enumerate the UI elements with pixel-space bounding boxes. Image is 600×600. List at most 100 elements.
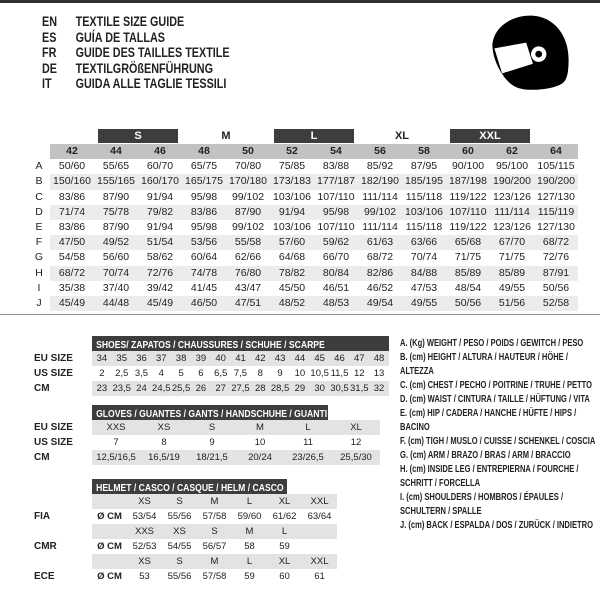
size-cell: 51/56 [490, 296, 534, 312]
size-cell: 49/55 [402, 296, 446, 312]
size-row: J 45/49 44/48 45/49 46/50 47/51 48/52 48/53 49/5… [28, 296, 578, 312]
size-column-header: 42 [50, 144, 94, 160]
size-cell: 190/200 [534, 174, 578, 190]
size-column-header: 50 [226, 144, 270, 160]
value-cell: L [246, 496, 253, 507]
size-cell: 48/54 [454, 281, 482, 294]
size-columns-row: 42 44 46 48 50 52 54 56 58 60 62 64 [28, 144, 578, 160]
shoes-title: SHOES/ ZAPATOS / CHAUSSURES / SCHUHE / S… [96, 339, 325, 351]
value-cell: 30,5 [330, 383, 349, 394]
language-code: EN [42, 14, 58, 29]
helmet-title: HELMET / CASCO / CASQUE / HELM / CASCO [96, 482, 284, 494]
size-column-header: 60 [446, 144, 490, 160]
row-label: D [28, 204, 50, 221]
value-cell: 10 [294, 368, 306, 379]
value-cell: 9 [209, 437, 215, 448]
size-cell: 78/82 [270, 265, 314, 281]
gloves-table: GLOVES / GUANTES / GANTS / HANDSCHUHE / … [30, 405, 380, 465]
value-cell: 3,5 [134, 368, 149, 379]
row-label: C [28, 189, 50, 205]
value-cell: 16,5/19 [148, 452, 180, 463]
size-cell: 48/53 [314, 296, 358, 312]
page-title: GUIDE DES TAILLES TEXTILE [75, 45, 230, 61]
row-label: J [28, 296, 50, 312]
table-row: CM 23 23,5 24 24,5 25,5 26 27 27,5 28 28,5 29 30 30,5… [30, 381, 389, 396]
value-cell: 10,5 [310, 368, 329, 379]
legend-item: J. (cm) BACK / ESPALDA / DOS / ZURÜCK / … [400, 520, 593, 531]
size-cell: 58/62 [146, 251, 174, 264]
value-cell: XS [138, 556, 151, 567]
value-cell: 23,5 [112, 383, 131, 394]
value-cell: 60 [279, 571, 290, 582]
value-cell: 61/62 [272, 511, 297, 522]
row-cells: Ø CM 52/53 54/55 56/57 58 59 [92, 539, 337, 554]
table-row: CM 12,5/16,5 16,5/19 18/21,5 20/24 23/26,5 25,… [30, 450, 380, 465]
size-column-header: 52 [270, 144, 314, 160]
value-cell: S [211, 526, 218, 537]
size-cell: 60/64 [190, 251, 218, 264]
size-group-l: L [270, 127, 358, 144]
row-label [30, 494, 92, 509]
gloves-title-bar: GLOVES / GUANTES / GANTS / HANDSCHUHE / … [92, 405, 328, 420]
row-label: I [28, 280, 50, 297]
row-cells: Ø CM 53/54 55/56 57/58 59/60 61/62 63/64 [92, 509, 337, 524]
value-cell [302, 524, 337, 539]
size-cell: 66/70 [322, 251, 350, 264]
row-cells: Ø CM 53 55/56 57/58 59 60 61 [92, 569, 337, 584]
size-cell: 83/86 [58, 190, 86, 203]
size-cell: 85/89 [490, 265, 534, 281]
legend-item: B. (cm) HEIGHT / ALTURA / HAUTEUR / HÖHE… [400, 352, 568, 377]
size-group-spacer [50, 127, 94, 144]
size-cell: 70/74 [410, 251, 438, 264]
value-cell: 29 [294, 383, 306, 394]
value-cell: L [305, 422, 311, 433]
language-row: EN TEXTILE SIZE GUIDE [42, 14, 230, 30]
row-label: A [28, 159, 50, 175]
row-label: EU SIZE [34, 422, 73, 433]
value-cell: 57/58 [202, 571, 227, 582]
value-cell: 41 [235, 353, 246, 364]
size-cell: 160/170 [138, 174, 182, 190]
legend-item: H. (cm) INSIDE LEG / ENTREPIERNA / FOURC… [400, 464, 579, 489]
row-cells: 34 35 36 37 38 39 40 41 42 43 44 45 46 47 48 [92, 351, 389, 366]
value-cell: 8 [257, 368, 263, 379]
size-group-label: XL [394, 129, 410, 142]
language-row: ES GUÍA DE TALLAS [42, 30, 230, 46]
value-cell: 24,5 [152, 383, 171, 394]
language-code: ES [42, 29, 57, 45]
size-cell: 95/98 [190, 221, 218, 234]
value-cell: 43 [274, 353, 286, 364]
size-cell: 46/51 [322, 281, 350, 294]
size-cell: 105/115 [537, 160, 575, 173]
size-cell: 35/38 [58, 281, 86, 294]
legend-item: I. (cm) SHOULDERS / HOMBROS / ÉPAULES / … [400, 492, 564, 517]
size-column-header: 46 [138, 144, 182, 160]
diameter-cm-label: Ø CM [97, 541, 122, 552]
size-column-header: 54 [314, 144, 358, 160]
language-row: FR GUIDE DES TAILLES TEXTILE [42, 45, 230, 61]
row-label: US SIZE [34, 368, 73, 379]
size-cell: 79/82 [138, 204, 182, 221]
value-cell: 57/58 [202, 511, 227, 522]
size-cell: 190/200 [490, 174, 534, 190]
size-cell: 90/100 [451, 160, 485, 173]
value-cell: 54/55 [167, 541, 192, 552]
row-cells: XS S M L XL XXL [92, 554, 337, 569]
page-title: TEXTILE SIZE GUIDE [75, 14, 185, 29]
size-cell: 52/58 [534, 296, 578, 312]
value-cell: 39 [195, 353, 207, 364]
value-cell: 37 [156, 353, 167, 364]
row-label [30, 554, 92, 569]
table-row: US SIZE 7 8 9 10 11 12 [30, 435, 380, 450]
size-cell: 43/47 [234, 281, 262, 294]
page-title: TEXTILGRÖßENFÜHRUNG [75, 60, 213, 76]
helmet-table: HELMET / CASCO / CASQUE / HELM / CASCO X… [30, 479, 337, 584]
size-cell: 83/86 [58, 221, 86, 234]
size-cell: 37/40 [102, 281, 130, 294]
value-cell: 40 [215, 353, 226, 364]
value-cell: M [210, 496, 219, 507]
size-row: E 83/86 87/90 91/94 95/98 99/102 103/106 107/11… [28, 220, 578, 236]
size-cell: 173/183 [270, 174, 314, 190]
size-row: B 150/160 155/165 160/170 165/175 170/180 173/… [28, 174, 578, 190]
diameter-cm-label: Ø CM [97, 511, 122, 522]
